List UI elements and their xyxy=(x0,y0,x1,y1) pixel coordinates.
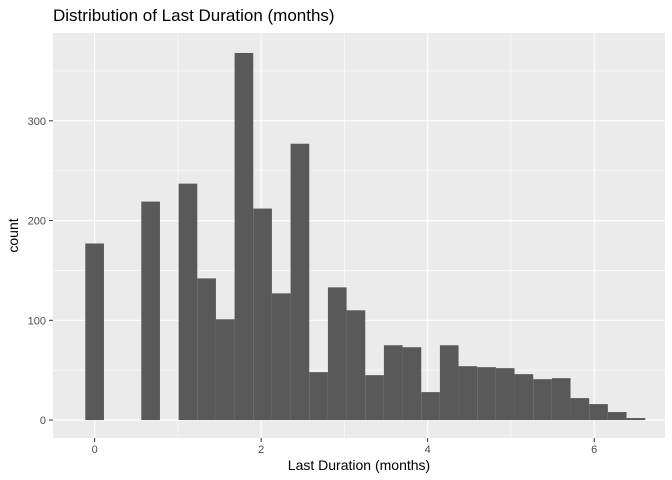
y-tick-label: 100 xyxy=(28,315,46,327)
histogram-bar xyxy=(85,243,104,421)
y-tick-label: 300 xyxy=(28,116,46,128)
x-axis-title: Last Duration (months) xyxy=(288,457,430,473)
histogram-bar xyxy=(533,379,552,421)
histogram-bar xyxy=(346,310,366,421)
histogram-bar xyxy=(197,278,216,421)
histogram-bars xyxy=(85,52,646,421)
histogram-bar xyxy=(271,293,291,421)
histogram-bar xyxy=(477,367,496,421)
histogram-bar xyxy=(365,375,384,421)
histogram-bar xyxy=(589,404,608,421)
histogram-bar xyxy=(383,345,403,421)
histogram-bar xyxy=(178,183,198,421)
histogram-bar xyxy=(458,366,478,421)
histogram-bar xyxy=(421,392,440,421)
histogram-bar xyxy=(626,418,646,421)
histogram-bar xyxy=(607,412,627,421)
histogram-bar xyxy=(514,374,534,421)
histogram-bar xyxy=(309,372,328,421)
histogram-bar xyxy=(439,345,459,421)
histogram-bar xyxy=(570,398,590,421)
histogram-bar xyxy=(402,347,422,421)
y-axis-title: count xyxy=(5,218,21,252)
histogram-bar xyxy=(141,201,160,421)
x-tick-label: 2 xyxy=(258,444,264,456)
histogram-bar xyxy=(215,319,235,421)
histogram-bar xyxy=(290,143,310,421)
y-tick-label: 0 xyxy=(40,415,46,427)
x-tick-label: 6 xyxy=(591,444,597,456)
histogram-bar xyxy=(495,368,515,421)
y-tick-label: 200 xyxy=(28,216,46,228)
chart-title: Distribution of Last Duration (months) xyxy=(53,6,335,25)
x-tick-label: 4 xyxy=(425,444,431,456)
y-axis: 0 100 200 300 xyxy=(28,116,53,427)
histogram-bar xyxy=(551,378,571,421)
histogram-bar xyxy=(234,52,254,421)
histogram-bar xyxy=(327,287,347,421)
x-tick-label: 0 xyxy=(92,444,98,456)
histogram-bar xyxy=(253,208,272,421)
x-axis: 0 2 4 6 xyxy=(92,438,597,456)
